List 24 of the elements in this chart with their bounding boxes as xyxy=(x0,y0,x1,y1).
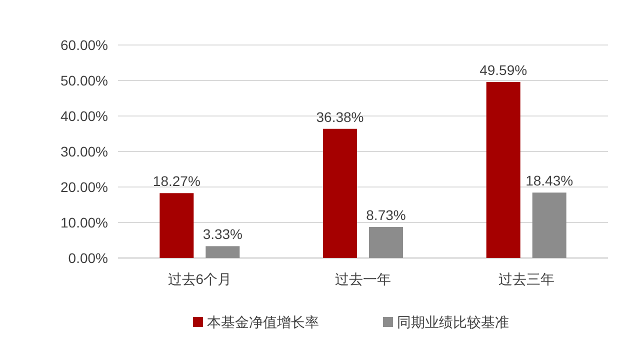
legend-label: 同期业绩比较基准 xyxy=(397,314,509,330)
data-label: 18.27% xyxy=(152,173,200,190)
y-tick-label: 20.00% xyxy=(60,178,108,195)
y-tick-label: 10.00% xyxy=(60,214,108,230)
x-tick-label: 过去一年 xyxy=(335,271,391,287)
y-tick-label: 40.00% xyxy=(60,108,108,124)
bar xyxy=(532,192,566,258)
bar xyxy=(323,128,357,258)
y-tick-label: 50.00% xyxy=(60,72,108,88)
x-tick-label: 过去三年 xyxy=(498,271,554,287)
legend-label: 本基金净值增长率 xyxy=(207,314,319,330)
data-label: 8.73% xyxy=(366,207,406,224)
bar xyxy=(369,227,403,258)
data-label: 36.38% xyxy=(316,108,364,125)
y-tick-label: 30.00% xyxy=(60,143,108,160)
data-label: 18.43% xyxy=(526,172,574,189)
bar xyxy=(160,193,194,258)
data-label: 49.59% xyxy=(480,62,528,78)
bar xyxy=(486,82,520,258)
y-tick-label: 0.00% xyxy=(68,250,108,266)
bar xyxy=(206,246,240,258)
x-tick-label: 过去6个月 xyxy=(168,271,232,287)
data-label: 3.33% xyxy=(202,226,243,242)
y-tick-label: 60.00% xyxy=(60,36,108,53)
